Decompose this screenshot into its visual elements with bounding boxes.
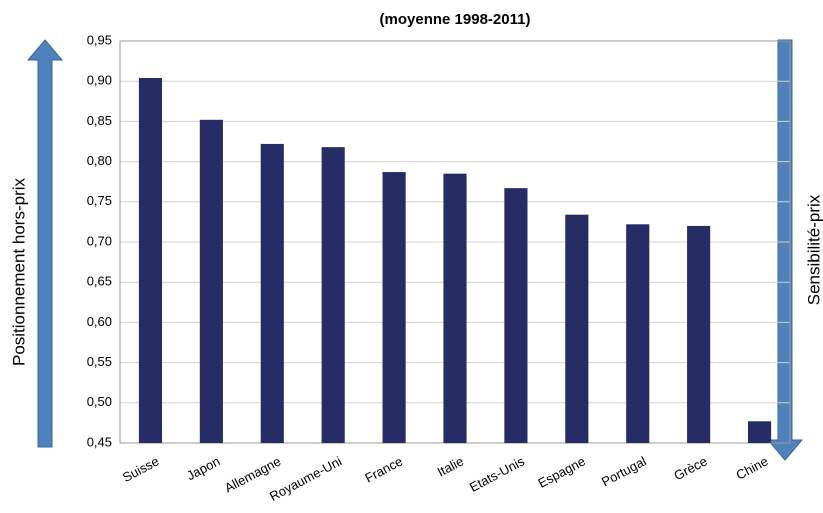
y-tick-label: 0,75 (87, 193, 112, 208)
x-tick-label: Portugal (599, 453, 649, 489)
y-tick-label: 0,60 (87, 314, 112, 329)
x-tick-label: Chine (734, 453, 771, 482)
up-arrow (26, 39, 64, 448)
down-arrow (766, 39, 804, 461)
right-axis-label: Sensibilité-prix (804, 194, 823, 305)
x-tick-label: Grèce (671, 453, 709, 483)
bar (626, 224, 650, 443)
bar (321, 147, 345, 444)
x-tick-label: Italie (435, 453, 466, 479)
bar (565, 214, 589, 443)
y-tick-label: 0,55 (87, 354, 112, 369)
x-tick-label: Suisse (120, 453, 162, 485)
y-tick-label: 0,50 (87, 394, 112, 409)
bar (747, 421, 772, 443)
y-tick-label: 0,90 (87, 73, 112, 88)
bar (443, 173, 467, 443)
y-tick-label: 0,45 (87, 434, 112, 449)
y-tick-label: 0,65 (87, 274, 112, 289)
x-tick-label: Espagne (535, 453, 587, 490)
bar (260, 143, 284, 444)
bar (504, 188, 528, 443)
y-tick-label: 0,70 (87, 233, 112, 248)
bar (382, 172, 406, 443)
y-tick-label: 0,95 (87, 32, 112, 47)
chart-title: (moyenne 1998-2011) (380, 11, 531, 28)
bar (199, 119, 223, 444)
y-tick-label: 0,85 (87, 113, 112, 128)
left-axis-label: Positionnement hors-prix (9, 177, 28, 366)
bar (138, 77, 163, 443)
x-tick-label: France (362, 453, 405, 485)
y-tick-label: 0,80 (87, 153, 112, 168)
bar (687, 225, 711, 443)
x-tick-label: Japon (184, 453, 222, 483)
x-tick-label: Etats-Unis (467, 453, 527, 495)
